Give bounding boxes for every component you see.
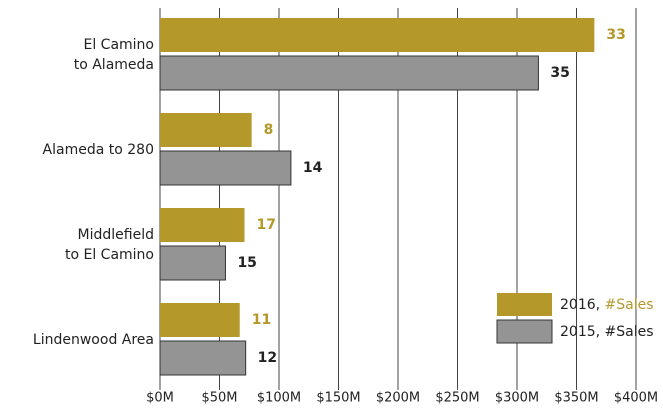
legend-label: 2015, #Sales — [560, 324, 654, 340]
bar — [159, 150, 292, 186]
x-tick-label: $300M — [495, 391, 539, 406]
bar — [160, 113, 252, 147]
bar — [160, 208, 245, 242]
x-tick-label: $200M — [376, 391, 420, 406]
data-label: 15 — [237, 255, 256, 271]
x-tick-label: $0M — [146, 391, 174, 406]
x-tick-label: $100M — [257, 391, 301, 406]
data-label: 8 — [264, 122, 274, 138]
bar — [159, 55, 539, 91]
x-tick-label: $350M — [554, 391, 598, 406]
data-label: 12 — [258, 350, 277, 366]
data-label: 35 — [550, 65, 569, 81]
category-label: Alameda to 280 — [43, 142, 154, 158]
category-label: Middlefield to El Camino — [65, 227, 154, 263]
data-label: 33 — [606, 27, 625, 43]
legend-swatch — [497, 293, 552, 316]
x-tick-label: $250M — [435, 391, 479, 406]
data-label: 11 — [252, 312, 271, 328]
bar — [159, 245, 226, 281]
legend-label: 2016, #Sales — [560, 297, 654, 313]
x-tick-label: $50M — [201, 391, 237, 406]
data-label: 17 — [256, 217, 275, 233]
legend-swatch — [496, 319, 553, 344]
data-label: 14 — [303, 160, 323, 176]
x-tick-label: $150M — [316, 391, 360, 406]
x-tick-label: $400M — [614, 391, 658, 406]
bar — [159, 340, 247, 376]
bar — [160, 303, 240, 337]
category-label: El Camino to Alameda — [74, 37, 154, 73]
category-label: Lindenwood Area — [33, 332, 154, 348]
bar — [160, 18, 595, 52]
